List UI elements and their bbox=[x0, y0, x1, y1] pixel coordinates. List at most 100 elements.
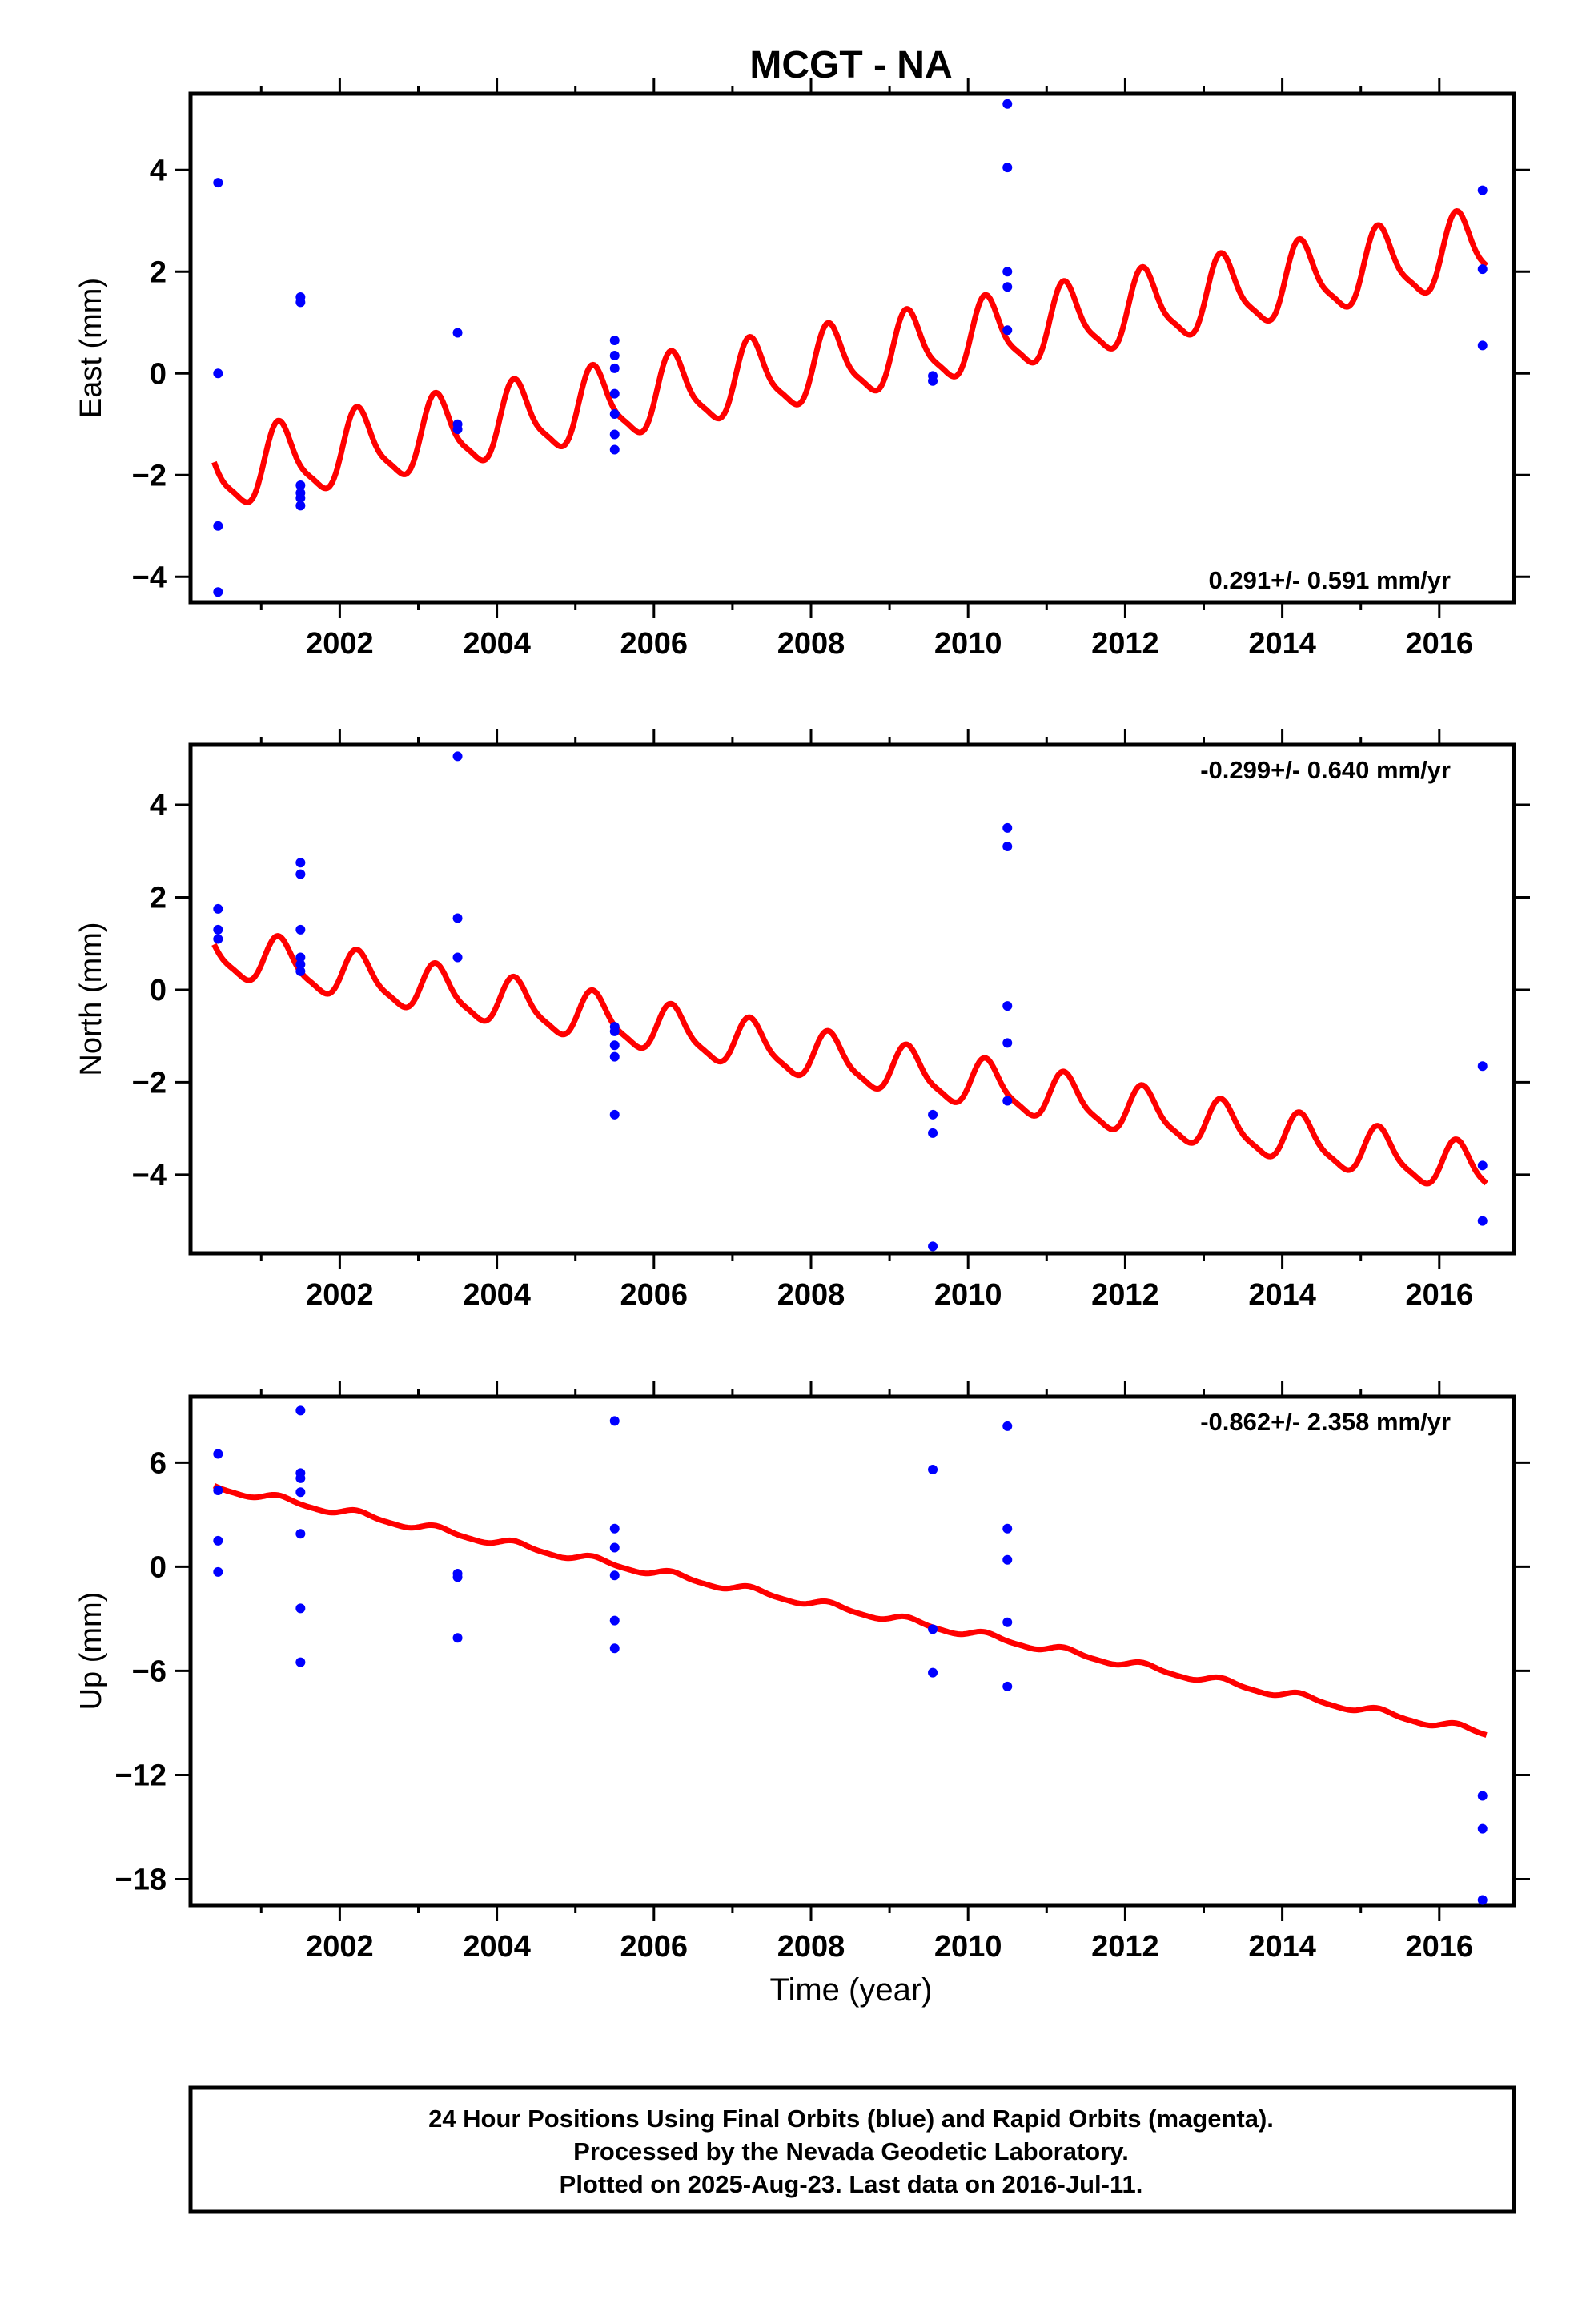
x-tick-label: 2014 bbox=[1248, 1930, 1316, 1964]
data-point bbox=[295, 1529, 306, 1539]
data-point bbox=[928, 1241, 938, 1252]
data-point bbox=[1477, 185, 1488, 195]
data-point bbox=[609, 1643, 620, 1654]
east-panel: 2002 2004 2006 2008 2010 2012 2014 2016 −4 −2 0 2 4 E… bbox=[74, 78, 1530, 661]
north-panel: 2002 2004 2006 2008 2010 2012 2014 2016 −4 −2 0 2 4 N… bbox=[74, 729, 1530, 1312]
data-point bbox=[928, 1624, 938, 1634]
data-point bbox=[213, 587, 223, 597]
data-point bbox=[1002, 163, 1013, 173]
x-tick-label: 2012 bbox=[1091, 1278, 1159, 1312]
y-axis-label: North (mm) bbox=[74, 922, 108, 1076]
data-point bbox=[1002, 1001, 1013, 1011]
data-point bbox=[609, 1109, 620, 1120]
data-point bbox=[295, 493, 306, 503]
data-point bbox=[452, 1572, 463, 1582]
data-point bbox=[295, 924, 306, 935]
x-tick-label: 2002 bbox=[306, 627, 374, 661]
x-tick-label: 2012 bbox=[1091, 1930, 1159, 1964]
velocity-rate-label: -0.299+/- 0.640 mm/yr bbox=[1200, 756, 1451, 784]
data-point bbox=[295, 959, 306, 970]
y-tick-label: −6 bbox=[132, 1655, 167, 1688]
data-point bbox=[1002, 99, 1013, 109]
y-tick-label: −4 bbox=[132, 561, 167, 594]
data-point bbox=[213, 178, 223, 188]
x-tick-label: 2008 bbox=[777, 1930, 845, 1964]
data-point bbox=[213, 1486, 223, 1496]
data-point bbox=[213, 903, 223, 914]
footer-line-3: Plotted on 2025-Aug-23. Last data on 201… bbox=[560, 2170, 1143, 2198]
data-point bbox=[609, 335, 620, 345]
data-point bbox=[1477, 1061, 1488, 1072]
model-curve bbox=[211, 933, 1489, 1187]
data-point bbox=[1477, 340, 1488, 351]
x-tick-label: 2016 bbox=[1406, 627, 1474, 661]
y-tick-label: 2 bbox=[150, 882, 167, 915]
footer-line-2: Processed by the Nevada Geodetic Laborat… bbox=[573, 2137, 1129, 2165]
x-tick-label: 2010 bbox=[934, 1278, 1002, 1312]
x-tick-label: 2008 bbox=[777, 1278, 845, 1312]
x-tick-label: 2004 bbox=[463, 627, 531, 661]
data-point bbox=[609, 444, 620, 455]
y-tick-label: −2 bbox=[132, 1066, 167, 1100]
data-point bbox=[1002, 1038, 1013, 1048]
data-point bbox=[213, 1449, 223, 1459]
x-tick-label: 2004 bbox=[463, 1278, 531, 1312]
data-point bbox=[452, 952, 463, 963]
data-point bbox=[1477, 1823, 1488, 1834]
data-point bbox=[1477, 1791, 1488, 1801]
velocity-rate-label: 0.291+/- 0.591 mm/yr bbox=[1209, 566, 1451, 594]
y-axis-label: Up (mm) bbox=[74, 1592, 108, 1711]
data-point bbox=[609, 1523, 620, 1534]
data-point bbox=[213, 368, 223, 379]
footer-line-1: 24 Hour Positions Using Final Orbits (bl… bbox=[428, 2105, 1274, 2133]
data-point bbox=[1477, 264, 1488, 275]
data-point bbox=[295, 869, 306, 879]
model-curve bbox=[211, 208, 1489, 505]
data-point bbox=[452, 1633, 463, 1643]
y-tick-label: 4 bbox=[150, 154, 167, 187]
x-tick-label: 2004 bbox=[463, 1930, 531, 1964]
data-point bbox=[609, 1040, 620, 1051]
data-point bbox=[609, 1416, 620, 1426]
data-point bbox=[295, 858, 306, 868]
data-point bbox=[295, 1473, 306, 1483]
plot-frame bbox=[188, 1394, 1516, 1908]
plot-frame bbox=[188, 91, 1516, 605]
data-point bbox=[609, 363, 620, 373]
x-tick-label: 2008 bbox=[777, 627, 845, 661]
data-point bbox=[295, 480, 306, 490]
data-point bbox=[1002, 1523, 1013, 1534]
x-tick-label: 2014 bbox=[1248, 1278, 1316, 1312]
data-point bbox=[609, 409, 620, 420]
data-point bbox=[1002, 1617, 1013, 1627]
x-axis-label: Time (year) bbox=[770, 1972, 933, 2008]
x-tick-label: 2014 bbox=[1248, 627, 1316, 661]
data-point bbox=[295, 501, 306, 511]
y-tick-label: −4 bbox=[132, 1159, 167, 1192]
data-point bbox=[295, 297, 306, 308]
data-point bbox=[609, 1026, 620, 1036]
chart-title: MCGT - NA bbox=[749, 44, 952, 86]
y-tick-label: 6 bbox=[150, 1446, 167, 1480]
data-point bbox=[295, 966, 306, 976]
x-tick-label: 2016 bbox=[1406, 1930, 1474, 1964]
y-tick-label: 0 bbox=[150, 1550, 167, 1584]
up-panel: 2002 2004 2006 2008 2010 2012 2014 2016 −18 −12 −6… bbox=[74, 1381, 1530, 1964]
data-point bbox=[213, 1535, 223, 1546]
y-tick-label: 0 bbox=[150, 974, 167, 1007]
data-point bbox=[295, 1487, 306, 1498]
data-point bbox=[295, 1603, 306, 1614]
model-curve bbox=[212, 1482, 1488, 1738]
y-tick-label: 0 bbox=[150, 357, 167, 391]
data-point bbox=[1002, 822, 1013, 833]
data-point bbox=[295, 1657, 306, 1667]
plot-frame bbox=[188, 742, 1516, 1256]
data-point bbox=[1002, 282, 1013, 292]
data-point bbox=[1002, 1681, 1013, 1691]
data-point bbox=[1002, 842, 1013, 851]
data-point bbox=[213, 934, 223, 944]
data-point bbox=[928, 1465, 938, 1475]
y-tick-label: 2 bbox=[150, 255, 167, 289]
x-tick-label: 2010 bbox=[934, 1930, 1002, 1964]
data-point bbox=[609, 429, 620, 440]
